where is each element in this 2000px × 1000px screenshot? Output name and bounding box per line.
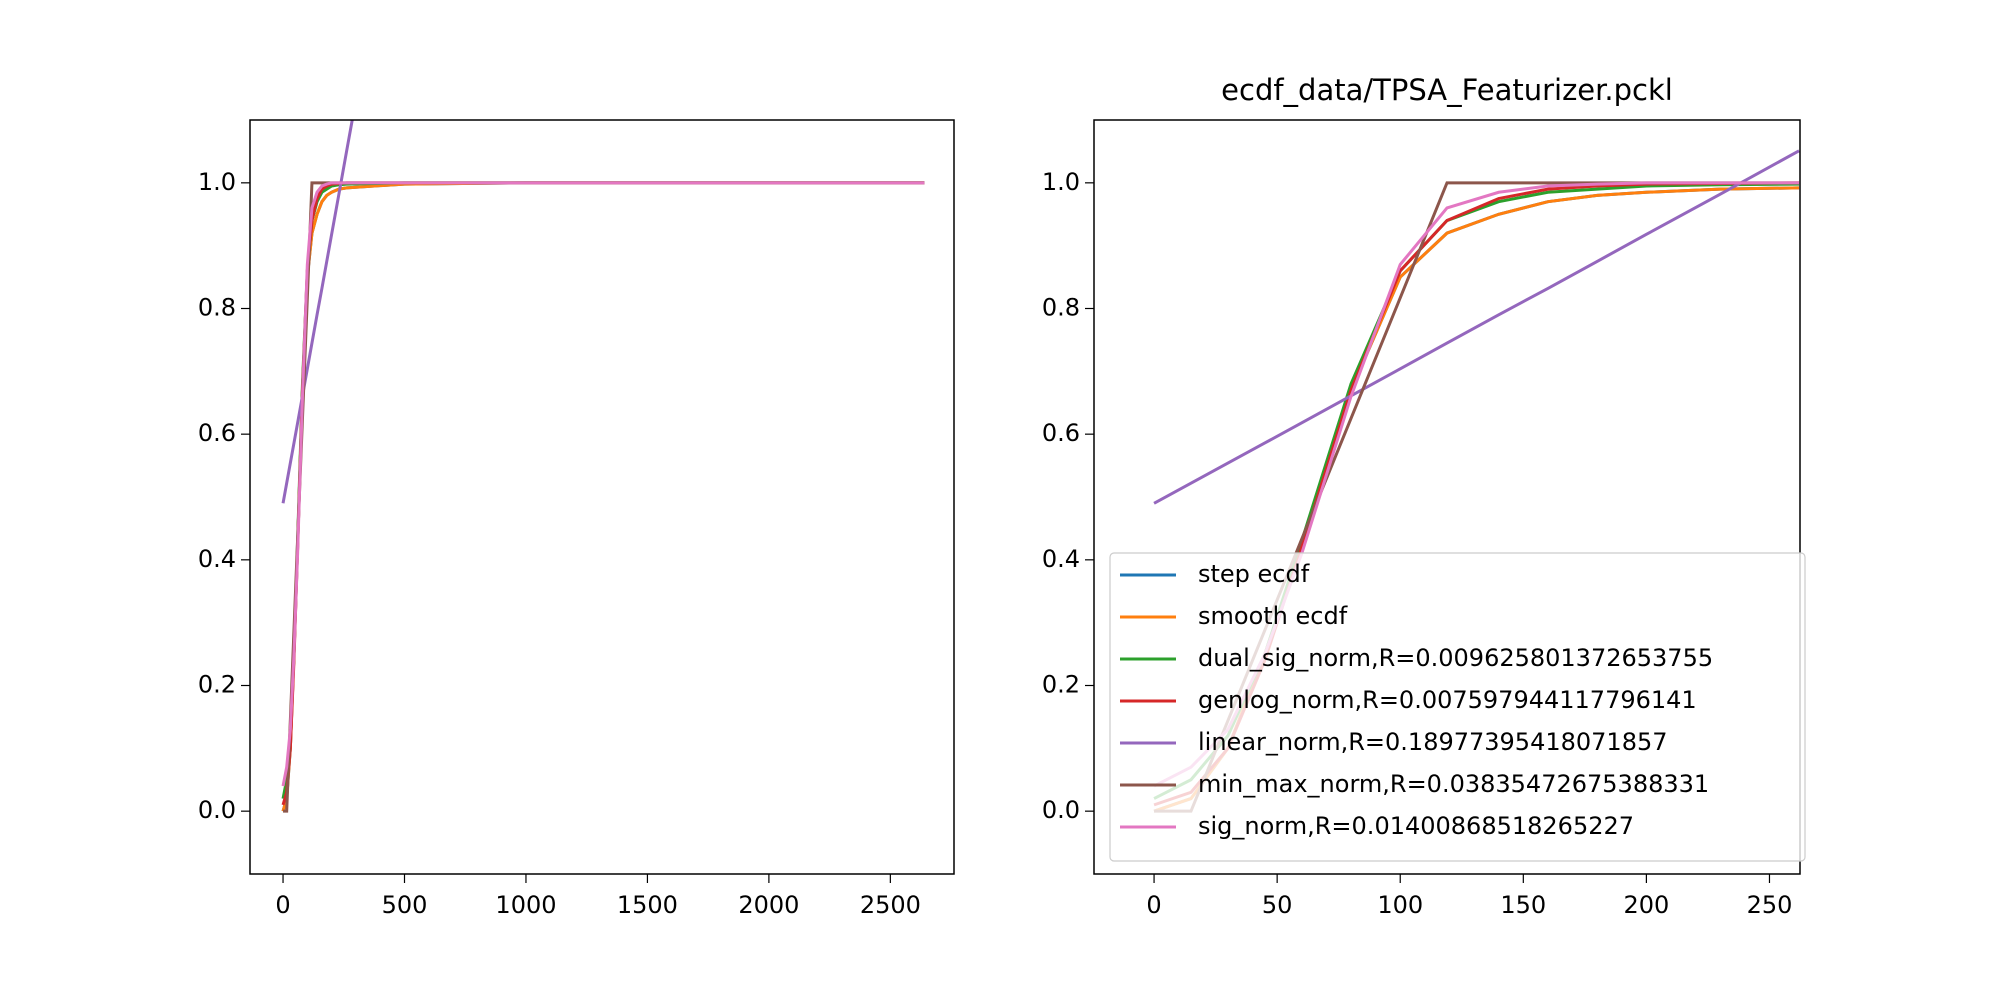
y-tick-label: 0.4 [198, 545, 236, 573]
legend-label: min_max_norm,R=0.03835472675388331 [1198, 770, 1709, 798]
axes: 0 500 1000 1500 2000 2500 0.0 0.2 0.4 0.6 0.8 1.0 [198, 119, 955, 919]
y-tick-label: 0.6 [198, 419, 236, 447]
series-line [1153, 149, 1800, 505]
legend-label: sig_norm,R=0.01400868518265227 [1198, 812, 1634, 840]
axes-frame [249, 119, 955, 875]
x-tick-label: 200 [1623, 891, 1669, 919]
x-tick-label: 50 [1262, 891, 1293, 919]
x-tick-label: 0 [275, 891, 290, 919]
legend-box [1109, 552, 1806, 862]
y-tick-label: 0.0 [1042, 796, 1080, 824]
y-tick-label: 0.2 [198, 671, 236, 699]
y-tick-label: 0.4 [1042, 545, 1080, 573]
series-line [281, 181, 925, 799]
x-tick-label: 250 [1747, 891, 1793, 919]
series-line [281, 181, 925, 787]
legend-label: genlog_norm,R=0.007597944117796141 [1198, 686, 1697, 714]
legend-label: dual_sig_norm,R=0.009625801372653755 [1198, 644, 1713, 672]
legend-label: linear_norm,R=0.18977395418071857 [1198, 728, 1668, 756]
chart-title: ecdf_data/TPSA_Featurizer.pckl [1221, 73, 1673, 107]
legend-label: smooth ecdf [1198, 602, 1348, 630]
x-tick-label: 100 [1377, 891, 1423, 919]
y-tick-label: 0.8 [198, 294, 236, 322]
x-tick-label: 1500 [617, 891, 678, 919]
y-tick-label: 0.6 [1042, 419, 1080, 447]
series-line [281, 181, 925, 806]
y-tick-label: 0.8 [1042, 294, 1080, 322]
y-tick-label: 1.0 [1042, 168, 1080, 196]
x-tick-label: 150 [1500, 891, 1546, 919]
legend-label: step ecdf [1198, 560, 1310, 588]
y-tick-label: 0.0 [198, 796, 236, 824]
series-line [281, 120, 354, 504]
x-tick-label: 0 [1146, 891, 1161, 919]
y-tick-label: 0.2 [1042, 671, 1080, 699]
legend: step ecdf smooth ecdf dual_sig_norm,R=0.00… [1109, 552, 1806, 862]
x-tick-label: 2000 [738, 891, 799, 919]
plot-area [281, 120, 925, 813]
axes: ecdf_data/TPSA_Featurizer.pckl 0 50 100 150 2… [1042, 73, 1806, 919]
y-tick-label: 1.0 [198, 168, 236, 196]
x-tick-label: 1000 [495, 891, 556, 919]
series-line [281, 181, 925, 812]
series-line [281, 181, 925, 812]
x-tick-label: 500 [382, 891, 428, 919]
axes-frame [1093, 119, 1801, 875]
series-line [283, 181, 925, 813]
x-tick-label: 2500 [860, 891, 921, 919]
